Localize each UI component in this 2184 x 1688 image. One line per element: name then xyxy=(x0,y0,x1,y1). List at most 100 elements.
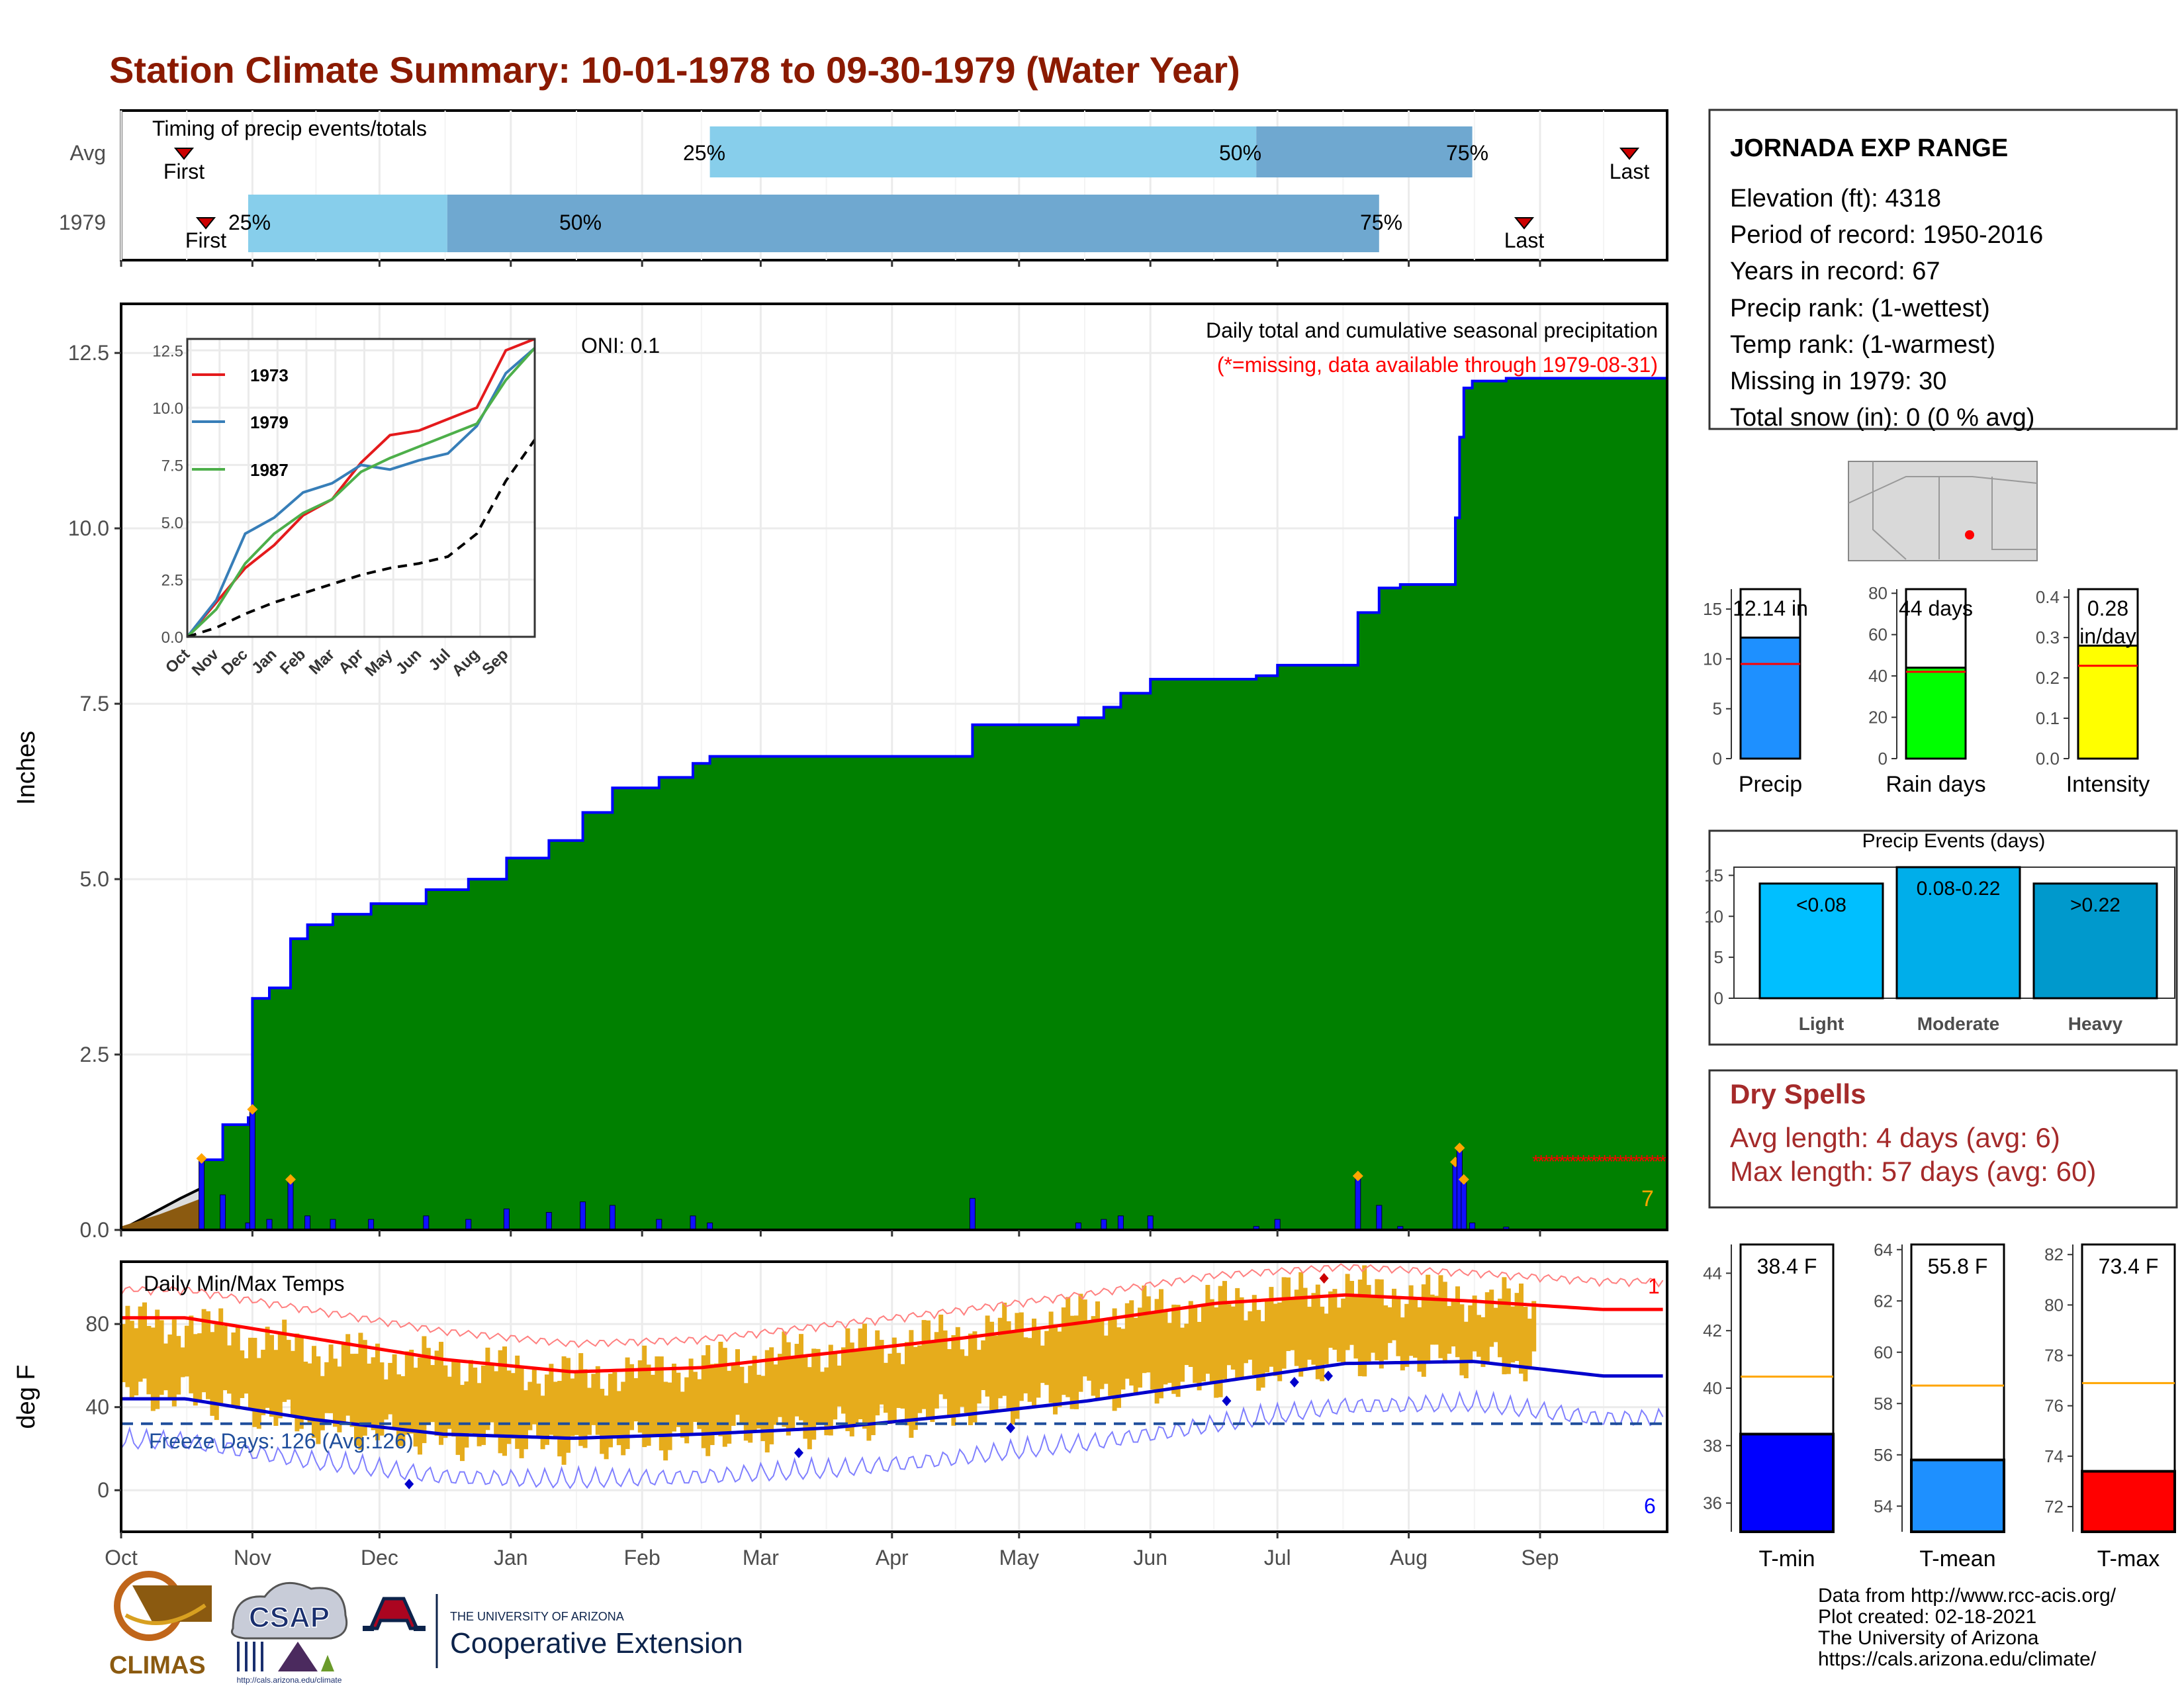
daily-temp-range-bar xyxy=(570,1378,575,1436)
daily-temp-range-bar xyxy=(485,1347,490,1430)
daily-temp-range-bar xyxy=(896,1352,901,1408)
y-tick-label: 5.0 xyxy=(80,867,109,891)
daily-temp-range-bar xyxy=(764,1350,770,1453)
daily-temp-range-bar xyxy=(1514,1293,1520,1362)
cumulative-precip-area xyxy=(121,377,1668,1231)
daily-temp-range-bar xyxy=(171,1319,177,1407)
freeze-label: Freeze Days: 126 (Avg:126) xyxy=(149,1429,414,1453)
temp-bar-label: 73.4 F xyxy=(2099,1254,2159,1278)
daily-temp-range-bar xyxy=(756,1374,761,1429)
daily-temp-range-bar xyxy=(443,1365,448,1438)
daily-precip-bar xyxy=(304,1215,311,1231)
missing-day-mark: * xyxy=(1580,1151,1587,1172)
mini-bar-tick: 0.4 xyxy=(2036,587,2060,607)
daily-precip-bar xyxy=(249,1110,255,1231)
daily-temp-range-bar xyxy=(218,1308,224,1405)
daily-temp-range-bar xyxy=(396,1374,401,1446)
daily-temp-range-bar xyxy=(273,1350,279,1427)
daily-temp-range-bar xyxy=(498,1350,503,1454)
daily-temp-range-bar xyxy=(201,1309,206,1393)
daily-temp-range-bar xyxy=(341,1343,346,1423)
daily-temp-range-bar xyxy=(1244,1320,1248,1364)
missing-day-mark: * xyxy=(1612,1151,1619,1172)
daily-temp-range-bar xyxy=(659,1356,664,1451)
daily-temp-range-bar xyxy=(921,1320,927,1409)
y-tick-label: 10.0 xyxy=(68,516,109,540)
daily-temp-range-bar xyxy=(193,1334,198,1406)
daily-temp-range-bar xyxy=(1298,1272,1304,1377)
missing-day-mark: * xyxy=(1569,1151,1576,1172)
daily-temp-range-bar xyxy=(337,1366,342,1432)
station-line: Precip rank: (1-wettest) xyxy=(1730,295,1990,322)
daily-temp-range-bar xyxy=(1256,1309,1261,1391)
daily-temp-range-bar xyxy=(1032,1318,1036,1408)
station-name: JORNADA EXP RANGE xyxy=(1730,134,2008,162)
daily-temp-range-bar xyxy=(1375,1279,1380,1361)
daily-temp-range-bar xyxy=(972,1331,978,1423)
daily-temp-range-bar xyxy=(277,1333,283,1419)
daily-temp-range-bar xyxy=(735,1349,740,1415)
timing-heading: Timing of precip events/totals xyxy=(152,117,427,140)
daily-temp-range-bar xyxy=(976,1350,981,1404)
daily-temp-range-bar xyxy=(1349,1281,1354,1345)
record-temp-marker xyxy=(1222,1395,1232,1407)
daily-temp-range-bar xyxy=(849,1342,854,1436)
daily-temp-range-bar xyxy=(422,1336,427,1444)
daily-temp-range-bar xyxy=(1142,1286,1147,1374)
daily-temp-range-bar xyxy=(1095,1301,1100,1400)
daily-temp-range-bar xyxy=(328,1344,334,1413)
daily-temp-range-bar xyxy=(269,1335,274,1417)
daily-temp-range-bar xyxy=(1269,1287,1274,1367)
temp-bar-label: 38.4 F xyxy=(1757,1254,1817,1278)
daily-temp-range-bar xyxy=(400,1376,406,1446)
temp-bar-tick: 64 xyxy=(1874,1240,1893,1260)
daily-temp-range-bar xyxy=(252,1338,257,1427)
daily-temp-range-bar xyxy=(519,1366,524,1458)
daily-temp-range-bar xyxy=(1489,1289,1494,1347)
record-temp-marker xyxy=(1006,1423,1015,1434)
inset-legend-1979: 1979 xyxy=(250,412,289,432)
month-tick-label: Jan xyxy=(494,1546,528,1570)
heavy-event-marker xyxy=(247,1103,258,1115)
daily-temp-range-bar xyxy=(794,1344,799,1417)
daily-temp-range-bar xyxy=(866,1346,872,1441)
daily-temp-range-bar xyxy=(134,1328,139,1395)
daily-temp-range-bar xyxy=(870,1348,876,1435)
daily-temp-range-bar xyxy=(1180,1327,1185,1382)
daily-temp-range-bar xyxy=(1324,1313,1329,1364)
daily-temp-range-bar xyxy=(1417,1307,1422,1372)
daily-temp-range-bar xyxy=(917,1345,923,1413)
month-tick-label: Aug xyxy=(1390,1546,1428,1570)
inset-series-line xyxy=(186,347,536,638)
temp-bar-label: 55.8 F xyxy=(1928,1254,1988,1278)
daily-temp-range-bar xyxy=(807,1367,812,1450)
daily-precip-bar xyxy=(330,1219,336,1231)
record-temp-marker xyxy=(1289,1377,1299,1388)
daily-temp-range-bar xyxy=(1290,1297,1295,1350)
daily-temp-range-bar xyxy=(600,1388,605,1454)
climas-label: CLIMAS xyxy=(109,1652,206,1679)
daily-temp-range-bar xyxy=(404,1351,410,1435)
missing-day-mark: * xyxy=(1638,1151,1645,1172)
daily-temp-range-bar xyxy=(841,1347,846,1414)
daily-temp-range-bar xyxy=(231,1332,236,1407)
temp-bar-tick: 58 xyxy=(1874,1393,1893,1413)
daily-temp-range-bar xyxy=(1413,1298,1418,1358)
daily-temp-range-bar xyxy=(1006,1321,1011,1411)
daily-temp-range-bar xyxy=(718,1341,723,1436)
dry-spells-title: Dry Spells xyxy=(1730,1078,1866,1109)
daily-temp-range-bar xyxy=(773,1364,778,1425)
heavy-event-marker xyxy=(285,1174,296,1185)
daily-temp-range-bar xyxy=(989,1321,994,1411)
record-temp-marker xyxy=(794,1447,803,1458)
daily-temp-range-bar xyxy=(1438,1275,1443,1358)
daily-temp-range-bar xyxy=(858,1328,863,1419)
daily-precip-bar xyxy=(1274,1219,1281,1231)
daily-temp-range-bar xyxy=(553,1382,558,1439)
first-marker-icon xyxy=(173,148,195,160)
daily-temp-range-bar xyxy=(489,1362,494,1423)
daily-temp-range-bar xyxy=(752,1356,757,1432)
precip-ylabel: Inches xyxy=(13,731,40,805)
daily-temp-range-bar xyxy=(307,1363,312,1423)
daily-temp-range-bar xyxy=(349,1354,355,1427)
